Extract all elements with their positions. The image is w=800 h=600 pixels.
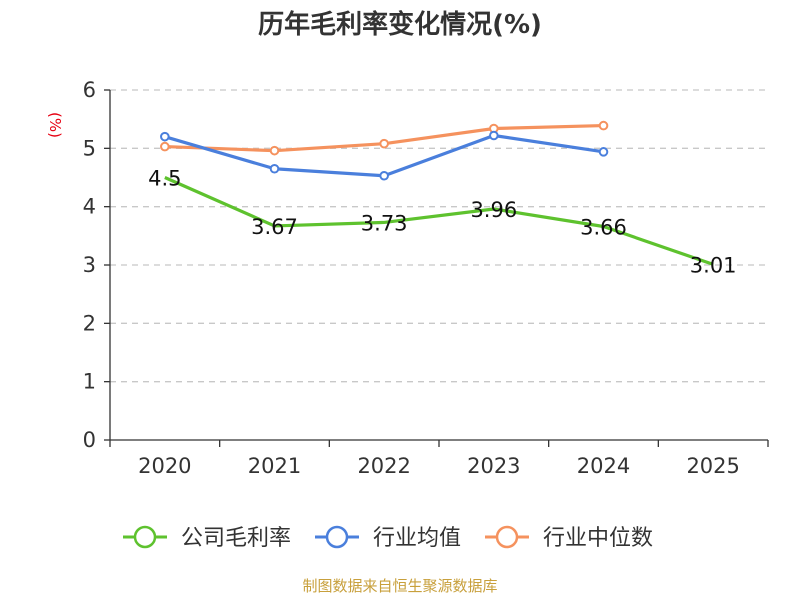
legend-label: 公司毛利率 (181, 526, 291, 551)
x-tick-label: 2023 (467, 454, 520, 478)
data-label: 3.96 (470, 198, 517, 222)
data-labels: 4.5 3.67 3.73 3.96 3.66 3.01 (148, 167, 736, 278)
legend-label: 行业均值 (373, 526, 461, 551)
x-tick-label: 2022 (357, 454, 410, 478)
legend: 公司毛利率 行业均值 行业中位数 (123, 525, 653, 551)
data-label: 4.5 (148, 167, 181, 191)
data-point (269, 163, 280, 174)
data-point (489, 130, 499, 141)
data-point (379, 138, 389, 149)
y-tick-label: 2 (83, 311, 96, 335)
series-line-1 (164, 176, 714, 266)
source-note: 制图数据来自恒生聚源数据库 (302, 577, 497, 595)
data-label: 3.66 (580, 216, 627, 240)
data-point (160, 141, 170, 152)
x-tick-label: 2025 (686, 454, 739, 478)
x-tick-label: 2020 (138, 454, 191, 478)
data-label: 3.01 (690, 253, 737, 277)
data-point (598, 120, 609, 131)
x-tick-label: 2021 (248, 454, 301, 478)
y-tick-label: 1 (83, 370, 96, 394)
data-point (379, 170, 389, 181)
data-point (160, 131, 170, 142)
x-tick-label: 2024 (577, 454, 630, 478)
y-tick-label: 6 (83, 78, 96, 102)
y-tick-label: 0 (83, 428, 96, 452)
y-axis-label: (%) (46, 112, 64, 138)
y-tick-label: 3 (83, 253, 96, 277)
series-layer (160, 120, 714, 266)
y-tick-label: 4 (83, 195, 96, 219)
data-label: 3.67 (251, 215, 298, 239)
legend-marker (133, 525, 157, 549)
data-label: 3.73 (361, 211, 408, 235)
legend-marker (325, 525, 349, 549)
chart-title: 历年毛利率变化情况(%) (258, 9, 542, 40)
y-tick-label: 5 (83, 136, 96, 160)
data-point (269, 145, 280, 156)
axes: 0 1 2 3 4 5 6 2020 2021 2022 2023 2024 2025 (83, 78, 769, 478)
data-point (598, 147, 609, 157)
legend-label: 行业中位数 (543, 526, 653, 551)
legend-marker (495, 525, 519, 549)
gridlines (110, 89, 768, 383)
